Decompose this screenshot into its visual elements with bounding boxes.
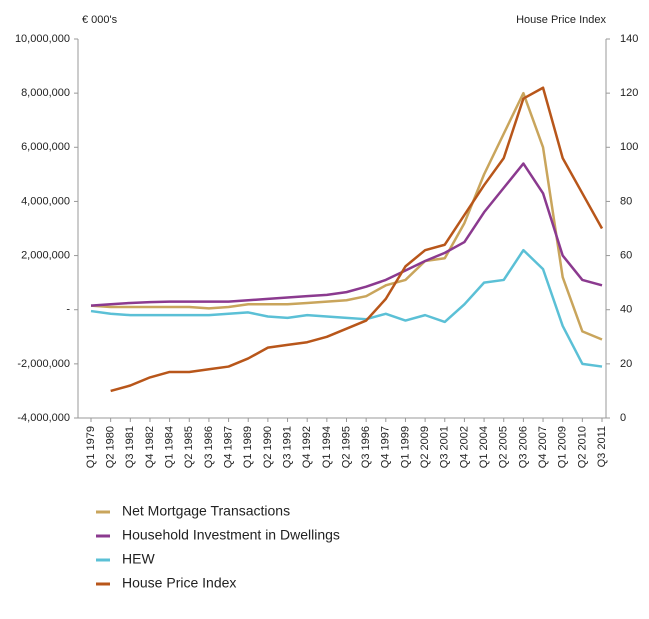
y-tick-label: - — [66, 304, 70, 316]
x-tick-label: Q3 1981 — [124, 426, 136, 468]
x-tick-label: Q2 2010 — [576, 426, 588, 468]
y-tick-label: 2,000,000 — [21, 249, 70, 261]
x-tick-label: Q2 1985 — [183, 426, 195, 468]
y2-tick-label: 140 — [620, 33, 638, 45]
x-tick-label: Q4 1982 — [144, 426, 156, 468]
x-tick-label: Q3 2006 — [517, 426, 529, 468]
x-tick-label: Q1 1984 — [164, 426, 176, 468]
y-tick-label: -2,000,000 — [17, 358, 70, 370]
legend-label: Net Mortgage Transactions — [122, 503, 290, 519]
x-tick-label: Q2 1990 — [262, 426, 274, 468]
y2-tick-label: 40 — [620, 304, 632, 316]
x-tick-label: Q4 1997 — [380, 426, 392, 468]
y2-tick-label: 80 — [620, 195, 632, 207]
x-tick-label: Q3 1986 — [203, 426, 215, 468]
x-tick-label: Q3 1991 — [281, 426, 293, 468]
series-line — [110, 86, 604, 393]
y2-tick-label: 60 — [620, 249, 632, 261]
y2-tick-label: 0 — [620, 412, 626, 424]
y-tick-label: -4,000,000 — [17, 412, 70, 424]
x-tick-label: Q3 2001 — [439, 426, 451, 468]
x-tick-label: Q2 2009 — [419, 426, 431, 468]
y2-tick-label: 20 — [620, 358, 632, 370]
x-tick-label: Q3 1996 — [360, 426, 372, 468]
x-tick-label: Q4 2002 — [458, 426, 470, 468]
x-tick-label: Q1 1979 — [85, 426, 97, 468]
x-tick-label: Q4 2007 — [537, 426, 549, 468]
y-tick-label: 8,000,000 — [21, 87, 70, 99]
y-tick-label: 10,000,000 — [15, 33, 70, 45]
y2-tick-label: 100 — [620, 141, 638, 153]
legend-label: Household Investment in Dwellings — [122, 527, 340, 543]
x-tick-label: Q1 1994 — [321, 426, 333, 468]
series-line — [90, 91, 603, 341]
x-tick-label: Q4 1992 — [301, 426, 313, 468]
x-tick-label: Q1 1989 — [242, 426, 254, 468]
y-tick-label: 4,000,000 — [21, 195, 70, 207]
legend-label: HEW — [122, 551, 155, 567]
y-axis-title: € 000's — [82, 14, 118, 26]
x-tick-label: Q4 1987 — [222, 426, 234, 468]
series-line — [90, 162, 603, 307]
x-tick-label: Q2 2005 — [498, 426, 510, 468]
x-tick-label: Q3 2011 — [596, 426, 608, 467]
y-tick-label: 6,000,000 — [21, 141, 70, 153]
x-tick-label: Q2 1995 — [340, 426, 352, 468]
x-tick-label: Q2 1980 — [105, 426, 117, 468]
x-tick-label: Q1 2009 — [557, 426, 569, 468]
y2-tick-label: 120 — [620, 87, 638, 99]
x-tick-label: Q1 1999 — [399, 426, 411, 468]
y2-axis-title: House Price Index — [516, 14, 606, 26]
series-line — [90, 248, 603, 368]
legend: Net Mortgage Transactions Household Inves… — [96, 503, 340, 591]
legend-label: House Price Index — [122, 575, 236, 591]
x-tick-label: Q1 2004 — [478, 426, 490, 468]
